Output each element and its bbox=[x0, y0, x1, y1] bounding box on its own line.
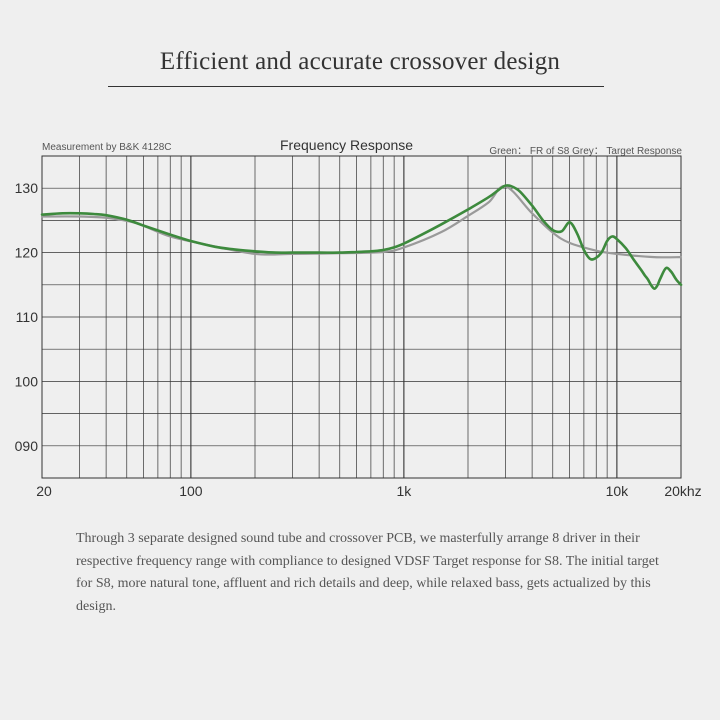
page-title: Efficient and accurate crossover design bbox=[159, 48, 561, 75]
frequency-response-chart: 130 120 110 100 090 20 100 1k 10k 20khz bbox=[15, 155, 702, 499]
fr-s8-line bbox=[40, 184, 683, 290]
title-divider bbox=[108, 86, 604, 87]
y-tick-label: 100 bbox=[15, 373, 39, 389]
y-tick-label: 120 bbox=[15, 245, 39, 261]
x-tick-label: 20khz bbox=[664, 483, 701, 499]
y-tick-label: 110 bbox=[16, 309, 39, 325]
x-tick-label: 1k bbox=[396, 483, 412, 499]
chart-title: Frequency Response bbox=[280, 137, 414, 153]
chart-legend: Green： FR of S8 Grey： Target Response bbox=[489, 146, 682, 157]
y-tick-label: 090 bbox=[15, 438, 39, 454]
description-text: Through 3 separate designed sound tube a… bbox=[76, 531, 659, 614]
x-tick-label: 10k bbox=[606, 483, 630, 499]
measurement-note: Measurement by B&K 4128C bbox=[42, 142, 172, 153]
x-tick-label: 20 bbox=[36, 483, 52, 499]
y-tick-label: 130 bbox=[15, 180, 39, 196]
target-response-line bbox=[40, 185, 683, 259]
x-tick-label: 100 bbox=[179, 483, 203, 499]
